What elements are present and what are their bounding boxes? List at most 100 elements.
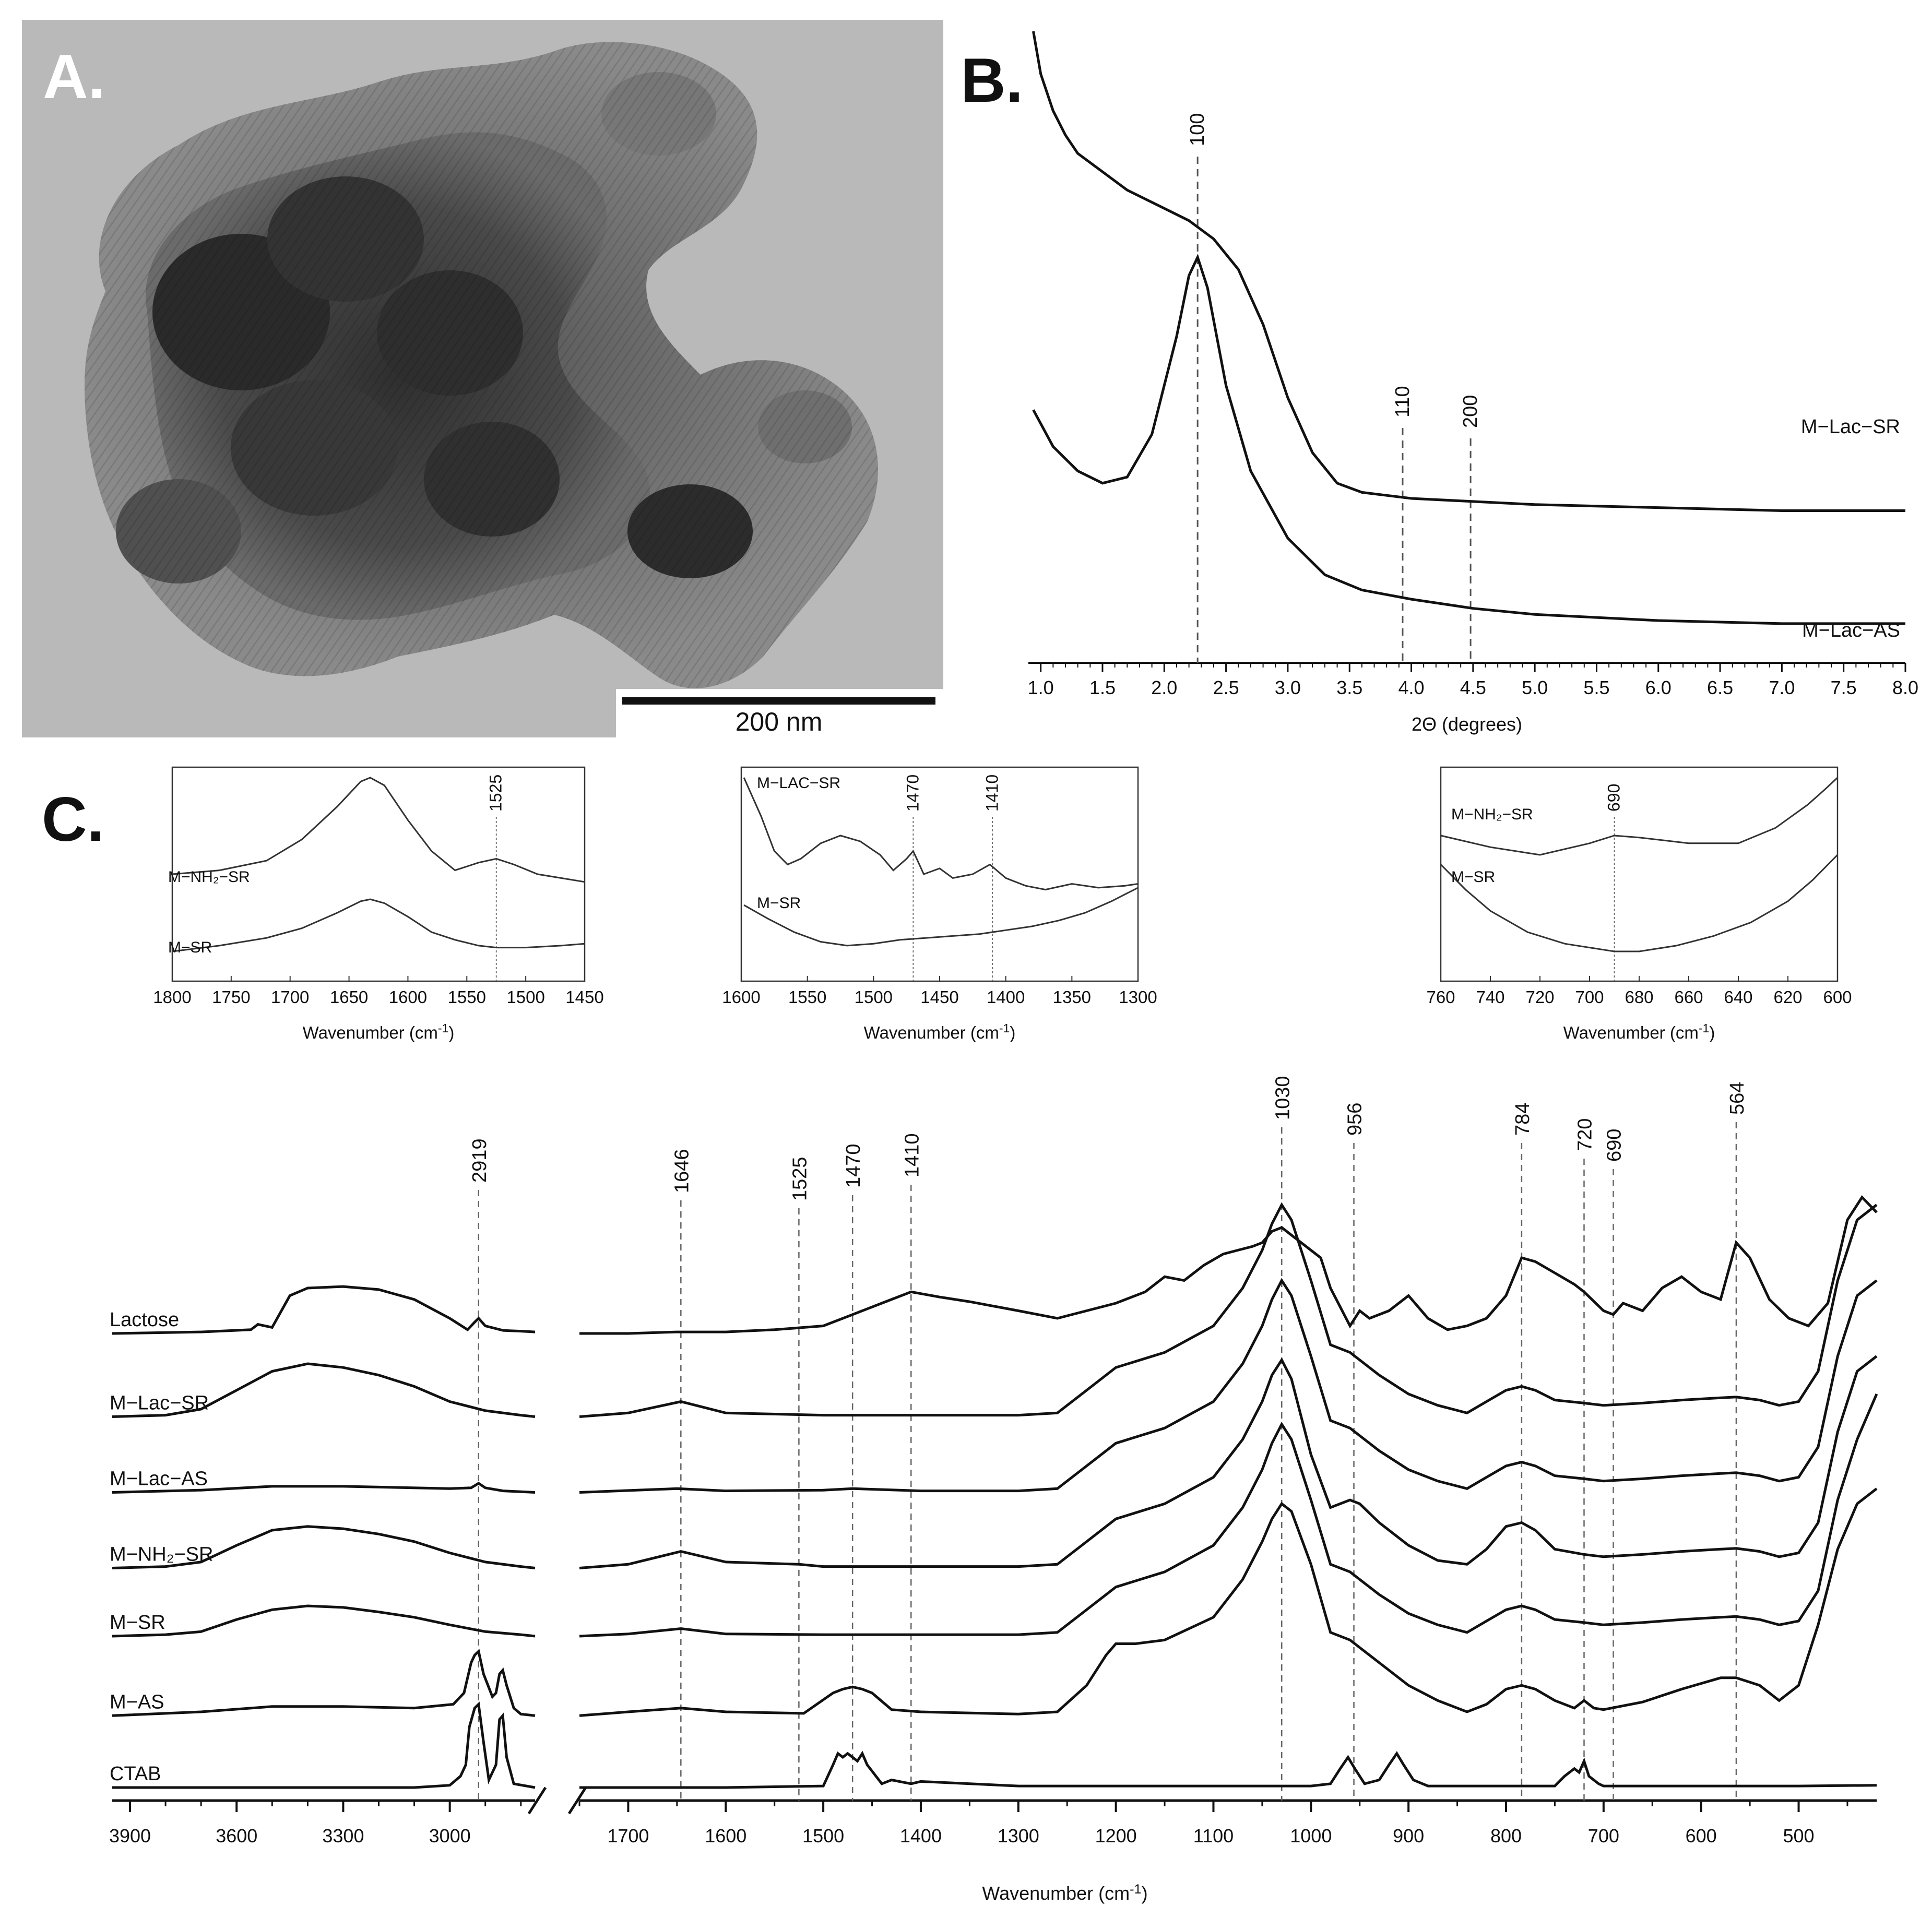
peak-label: 784 [1512,1103,1534,1136]
inset-axis-title-close: ) [1709,1023,1715,1042]
inset-peak-label: 1525 [487,775,505,812]
xrd-series-label: M−Lac−AS [1802,619,1900,641]
panel-b-letter: B. [961,45,1023,115]
inset-series-label: M−SR [1451,868,1495,886]
inset-tick-label: 1450 [920,987,958,1007]
inset-tick-label: 1800 [153,987,191,1007]
panel-b-xrd: B. 1.0 1.5 2.0 2.5 3.0 3.5 4.0 4.5 5.0 5.5 6.0 6.5 7… [961,31,1918,735]
x-tick-label: 3600 [216,1825,257,1846]
xrd-series-line [1032,254,1905,625]
inset-1470-chart: 1600 1550 1500 1450 1400 1350 1300 Wavenumber (… [722,766,1157,1042]
inset-frame [740,766,1139,982]
inset-tick-label: 720 [1525,987,1554,1007]
inset-690-chart: 760 740 720 700 680 660 640 620 600 Wavenumber (c… [1426,766,1852,1042]
panel-a-letter: A. [43,42,105,112]
ftir-series-low [579,1202,1878,1418]
peak-label: 1030 [1272,1076,1294,1120]
ftir-series-low [579,1393,1878,1638]
x-tick-label: 5.5 [1583,677,1609,698]
inset-axis-title-close: ) [448,1023,454,1042]
ftir-series-high [112,1285,536,1335]
inset-tick-label: 1750 [212,987,250,1007]
inset-peak-label: 1410 [982,775,1001,812]
inset-tick-label: 660 [1674,987,1703,1007]
ftir-series-label: CTAB [110,1763,161,1785]
reflection-label: 110 [1392,386,1414,418]
panel-a-micrograph: 200 nm A. [22,20,943,737]
ftir-series-low [579,1750,1877,1789]
ftir-series-label: M−Lac−AS [110,1468,208,1490]
scale-bar-label: 200 nm [736,707,823,736]
peak-label: 690 [1604,1129,1626,1162]
inset-series-line [172,898,585,952]
x-tick-label: 8.0 [1892,677,1918,698]
ftir-series-high [112,1482,536,1494]
peak-label: 1525 [789,1157,811,1201]
peak-label: 720 [1574,1118,1596,1151]
inset-tick-label: 1450 [565,987,603,1007]
x-tick-label: 700 [1588,1825,1619,1846]
inset-tick-label: 1650 [330,987,368,1007]
inset-peak-label: 690 [1605,784,1623,812]
inset-tick-label: 1500 [506,987,544,1007]
x-axis-title: 2Θ (degrees) [1412,713,1522,735]
ftir-series-high [112,1362,536,1418]
ftir-series-low [579,1355,1878,1569]
inset-series-line [1440,854,1839,952]
ftir-series-label: M−Lac−SR [110,1392,209,1414]
inset-tick-label: 1550 [788,987,826,1007]
inset-frame [1440,766,1839,982]
x-tick-label: 1.0 [1028,677,1054,698]
inset-tick-label: 740 [1476,987,1504,1007]
ftir-series-label: M−AS [110,1691,164,1713]
inset-series-line [743,777,1139,891]
ftir-series-low [579,1195,1878,1335]
peak-label: 1470 [843,1143,864,1188]
inset-tick-label: 1600 [722,987,760,1007]
x-tick-label: 1400 [900,1825,942,1846]
xrd-series-line [1032,31,1905,512]
x-tick-label: 1200 [1095,1825,1137,1846]
peak-label: 1646 [671,1149,693,1193]
ftir-series-high [112,1604,536,1638]
x-tick-label: 1600 [705,1825,746,1846]
x-tick-label: 3000 [429,1825,471,1846]
ftir-series-label: M−NH₂−SR [110,1544,213,1566]
x-tick-label: 1.5 [1089,677,1116,698]
inset-series-line [743,887,1139,947]
inset-series-label: M−SR [168,939,212,956]
inset-series-label: M−SR [757,895,801,912]
reflection-label: 100 [1187,113,1208,146]
ftir-series-label: Lactose [110,1309,179,1331]
inset-series-label: M−NH₂−SR [1451,806,1533,823]
inset-axis-title: Wavenumber (cm-1) [1563,1021,1715,1042]
x-tick-label: 6.0 [1645,677,1672,698]
inset-tick-label: 1550 [448,987,486,1007]
inset-series-line [1440,777,1839,856]
inset-series-label: M−NH₂−SR [168,868,250,886]
ftir-series-high [112,1649,536,1717]
x-tick-label: 1000 [1290,1825,1332,1846]
inset-axis-title: Wavenumber (cm-1) [303,1021,455,1042]
ftir-main-chart: 3900 3600 3300 3000 1700 1600 1500 1400 1300 1200… [109,1076,1878,1904]
x-tick-label: 3900 [109,1825,151,1846]
inset-tick-label: 600 [1823,987,1852,1007]
particle-aggregate [85,42,878,688]
x-tick-label: 800 [1490,1825,1522,1846]
x-tick-label: 7.0 [1769,677,1795,698]
scale-bar-box [616,689,943,737]
peak-label: 564 [1726,1082,1748,1115]
inset-axis-title-superscript: -1 [438,1021,449,1035]
x-tick-label: 2.0 [1151,677,1177,698]
inset-series-line [172,777,585,883]
inset-tick-label: 1350 [1053,987,1091,1007]
ftir-series-high [112,1701,536,1789]
peak-label: 956 [1344,1103,1366,1136]
ftir-series-high [112,1525,536,1569]
ftir-series-low [579,1278,1878,1494]
inset-tick-label: 700 [1575,987,1604,1007]
inset-tick-label: 1500 [855,987,893,1007]
x-tick-label: 1300 [998,1825,1039,1846]
inset-axis-title-close: ) [1010,1023,1015,1042]
x-tick-label: 2.5 [1213,677,1239,698]
